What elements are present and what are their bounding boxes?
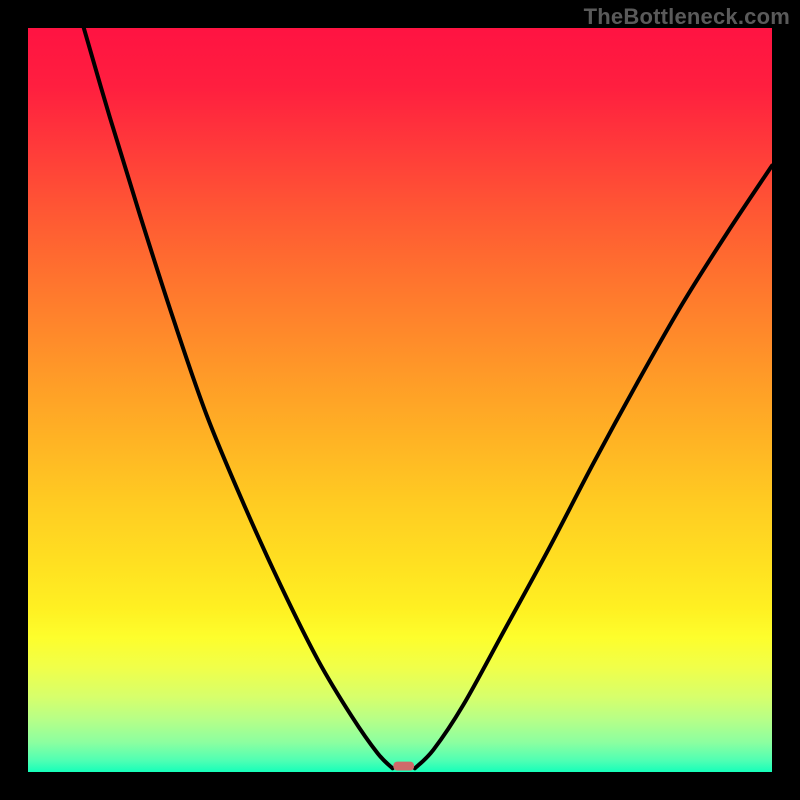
curve-right-branch — [415, 166, 772, 769]
curve-overlay — [28, 28, 772, 772]
curve-left-branch — [84, 28, 393, 768]
min-marker — [393, 762, 414, 771]
chart-container: TheBottleneck.com — [0, 0, 800, 800]
plot-area — [28, 28, 772, 772]
watermark-text: TheBottleneck.com — [584, 4, 790, 30]
